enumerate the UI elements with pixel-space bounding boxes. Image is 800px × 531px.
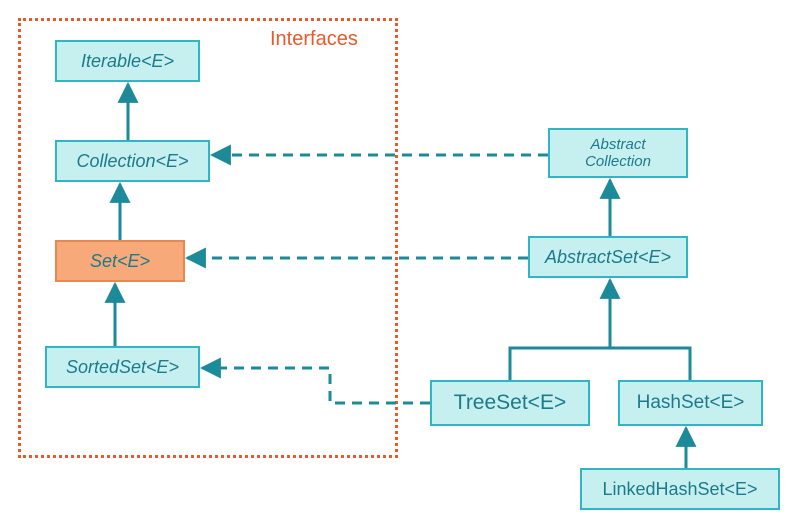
node-sortedset: SortedSet<E> [45, 346, 200, 388]
node-treeset: TreeSet<E> [430, 380, 590, 426]
node-iterable-label: Iterable<E> [81, 51, 174, 72]
interfaces-label: Interfaces [270, 28, 358, 51]
node-iterable: Iterable<E> [55, 40, 200, 82]
node-abstract-collection: AbstractCollection [548, 128, 688, 178]
node-absset-label: AbstractSet<E> [545, 247, 671, 268]
node-hashset: HashSet<E> [618, 380, 763, 426]
node-abscoll-label: AbstractCollection [585, 136, 651, 171]
node-linkedhashset: LinkedHashSet<E> [580, 468, 780, 510]
node-collection-label: Collection<E> [76, 151, 188, 172]
node-linkedhs-label: LinkedHashSet<E> [602, 479, 757, 500]
node-hashset-label: HashSet<E> [637, 392, 745, 414]
node-set: Set<E> [55, 240, 185, 282]
node-sortedset-label: SortedSet<E> [66, 357, 179, 378]
node-set-label: Set<E> [90, 251, 150, 272]
node-collection: Collection<E> [55, 140, 210, 182]
node-abstract-set: AbstractSet<E> [528, 236, 688, 278]
interfaces-group-box [18, 18, 398, 458]
node-treeset-label: TreeSet<E> [454, 391, 566, 415]
